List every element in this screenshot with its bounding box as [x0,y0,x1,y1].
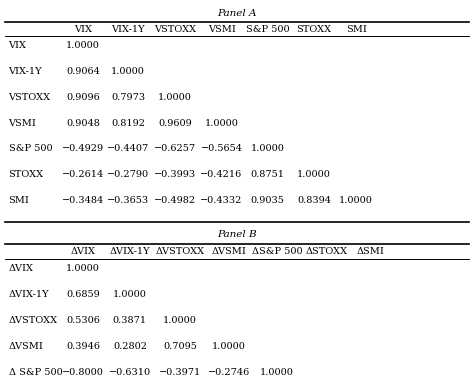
Text: VIX: VIX [9,40,27,50]
Text: ΔS&P 500: ΔS&P 500 [252,247,302,256]
Text: −0.4929: −0.4929 [62,144,104,154]
Text: 0.2802: 0.2802 [113,342,147,351]
Text: VSMI: VSMI [9,118,36,128]
Text: 0.8394: 0.8394 [297,196,331,206]
Text: 0.3871: 0.3871 [113,316,147,325]
Text: −0.2790: −0.2790 [107,170,149,180]
Text: −0.2614: −0.2614 [62,170,104,180]
Text: VSTOXX: VSTOXX [9,92,51,102]
Text: ΔVIX-1Y: ΔVIX-1Y [9,290,49,299]
Text: −0.2746: −0.2746 [208,367,250,377]
Text: SMI: SMI [9,196,29,206]
Text: 0.6859: 0.6859 [66,290,100,299]
Text: VIX: VIX [74,25,92,34]
Text: 1.0000: 1.0000 [111,66,145,76]
Text: VSTOXX: VSTOXX [154,25,196,34]
Text: −0.3484: −0.3484 [62,196,104,206]
Text: ΔVSTOXX: ΔVSTOXX [9,316,58,325]
Text: 0.3946: 0.3946 [66,342,100,351]
Text: −0.5654: −0.5654 [201,144,243,154]
Text: 1.0000: 1.0000 [113,290,147,299]
Text: 1.0000: 1.0000 [339,196,373,206]
Text: 0.9064: 0.9064 [66,66,100,76]
Text: −0.4982: −0.4982 [154,196,196,206]
Text: −0.6310: −0.6310 [109,367,151,377]
Text: 0.7973: 0.7973 [111,92,145,102]
Text: STOXX: STOXX [9,170,44,180]
Text: Panel B: Panel B [217,230,257,240]
Text: 1.0000: 1.0000 [163,316,197,325]
Text: 0.8192: 0.8192 [111,118,145,128]
Text: 0.9096: 0.9096 [66,92,100,102]
Text: 1.0000: 1.0000 [66,40,100,50]
Text: ΔSTOXX: ΔSTOXX [306,247,347,256]
Text: SMI: SMI [346,25,367,34]
Text: ΔVIX: ΔVIX [9,264,34,273]
Text: 1.0000: 1.0000 [297,170,331,180]
Text: ΔVIX: ΔVIX [71,247,96,256]
Text: 0.5306: 0.5306 [66,316,100,325]
Text: 1.0000: 1.0000 [66,264,100,273]
Text: ΔSMI: ΔSMI [356,247,384,256]
Text: 0.8751: 0.8751 [251,170,285,180]
Text: 0.7095: 0.7095 [163,342,197,351]
Text: 1.0000: 1.0000 [260,367,294,377]
Text: S&P 500: S&P 500 [9,144,52,154]
Text: 1.0000: 1.0000 [158,92,192,102]
Text: 1.0000: 1.0000 [205,118,238,128]
Text: −0.3971: −0.3971 [159,367,201,377]
Text: −0.8000: −0.8000 [62,367,104,377]
Text: VSMI: VSMI [208,25,236,34]
Text: ΔVSTOXX: ΔVSTOXX [155,247,205,256]
Text: 1.0000: 1.0000 [212,342,246,351]
Text: Δ S&P 500: Δ S&P 500 [9,367,62,377]
Text: 0.9609: 0.9609 [158,118,192,128]
Text: ΔVSMI: ΔVSMI [9,342,44,351]
Text: −0.4332: −0.4332 [201,196,243,206]
Text: ΔVSMI: ΔVSMI [211,247,246,256]
Text: VIX-1Y: VIX-1Y [9,66,42,76]
Text: −0.4407: −0.4407 [107,144,149,154]
Text: S&P 500: S&P 500 [246,25,290,34]
Text: 1.0000: 1.0000 [251,144,285,154]
Text: −0.3653: −0.3653 [107,196,149,206]
Text: 0.9048: 0.9048 [66,118,100,128]
Text: VIX-1Y: VIX-1Y [111,25,145,34]
Text: 0.9035: 0.9035 [251,196,285,206]
Text: −0.6257: −0.6257 [154,144,196,154]
Text: −0.4216: −0.4216 [201,170,243,180]
Text: Panel A: Panel A [217,9,257,18]
Text: −0.3993: −0.3993 [154,170,196,180]
Text: ΔVIX-1Y: ΔVIX-1Y [109,247,150,256]
Text: STOXX: STOXX [296,25,332,34]
